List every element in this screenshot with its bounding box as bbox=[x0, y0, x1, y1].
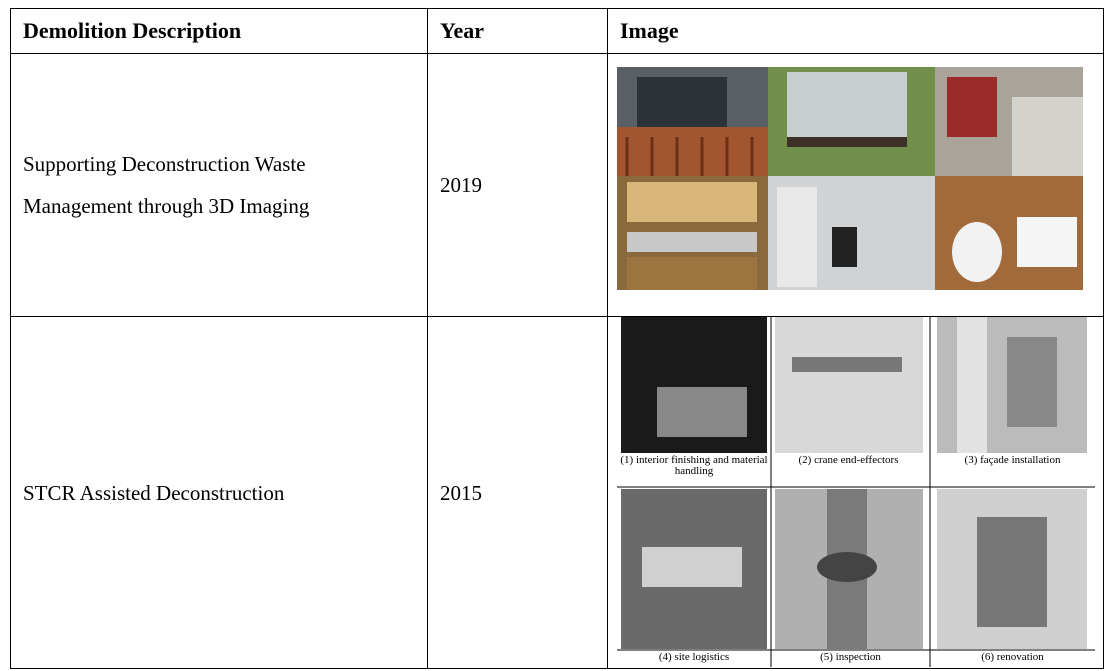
row-cell: STCR Assisted Deconstruction bbox=[10, 316, 428, 669]
caption: (3) façade installation bbox=[964, 454, 1061, 466]
caption: (4) site logistics bbox=[658, 651, 730, 663]
header-cell: Demolition Description bbox=[10, 8, 428, 54]
year: 2015 bbox=[427, 316, 608, 669]
caption: (6) renovation bbox=[981, 651, 1044, 663]
header-cell: Year bbox=[427, 8, 608, 54]
description: STCR Assisted Deconstruction bbox=[23, 480, 285, 505]
caption: (2) crane end-effectors bbox=[798, 454, 899, 466]
caption: (1) interior finishing and material hand… bbox=[620, 454, 768, 477]
image-cell bbox=[607, 316, 1104, 669]
photo-collage bbox=[617, 67, 1083, 290]
figure-grid bbox=[617, 317, 1095, 667]
row-cell: Supporting Deconstruction Waste Manageme… bbox=[10, 53, 428, 317]
header-cell: Image bbox=[607, 8, 1104, 54]
year: 2019 bbox=[427, 53, 608, 317]
description: Supporting Deconstruction Waste Manageme… bbox=[23, 152, 310, 218]
caption: (5) inspection bbox=[820, 651, 881, 663]
